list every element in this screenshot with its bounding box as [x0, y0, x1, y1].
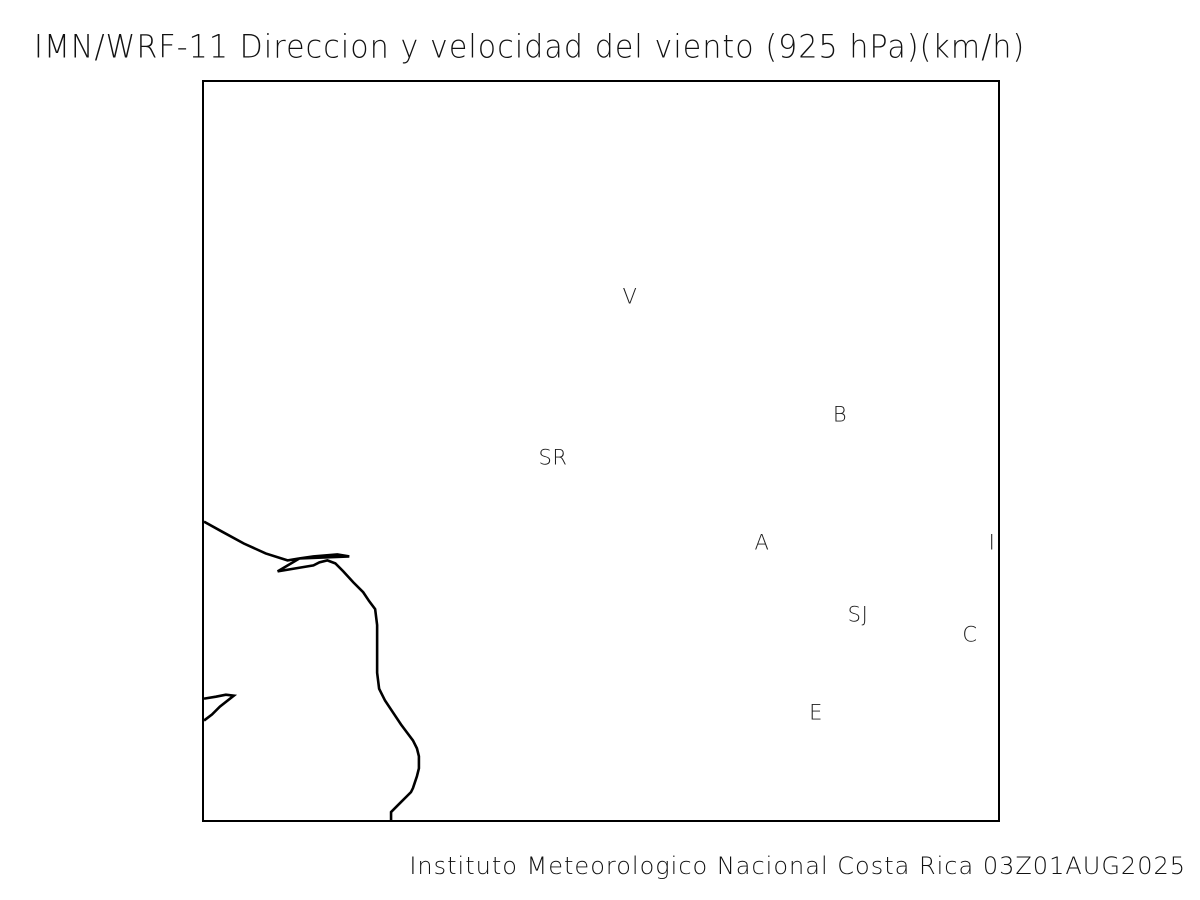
page-title: IMN/WRF-11 Direccion y velocidad del vie…	[34, 29, 1026, 67]
coastline-pacific-main	[204, 520, 421, 820]
station-label-a: A	[754, 530, 770, 555]
station-label-b: B	[832, 402, 848, 427]
coastline-pacific-peninsula-small	[204, 693, 238, 722]
station-label-v: V	[622, 284, 638, 309]
footer-attribution: Instituto Meteorologico Nacional Costa R…	[409, 852, 1186, 880]
coastline-layer	[204, 520, 421, 820]
station-label-i: I	[988, 530, 996, 555]
station-label-sj: SJ	[847, 602, 869, 627]
station-label-c: C	[962, 622, 978, 647]
station-label-sr: SR	[538, 445, 568, 470]
station-label-e: E	[809, 700, 823, 725]
map-plot-frame: V B SR A I SJ C E	[202, 80, 1000, 822]
